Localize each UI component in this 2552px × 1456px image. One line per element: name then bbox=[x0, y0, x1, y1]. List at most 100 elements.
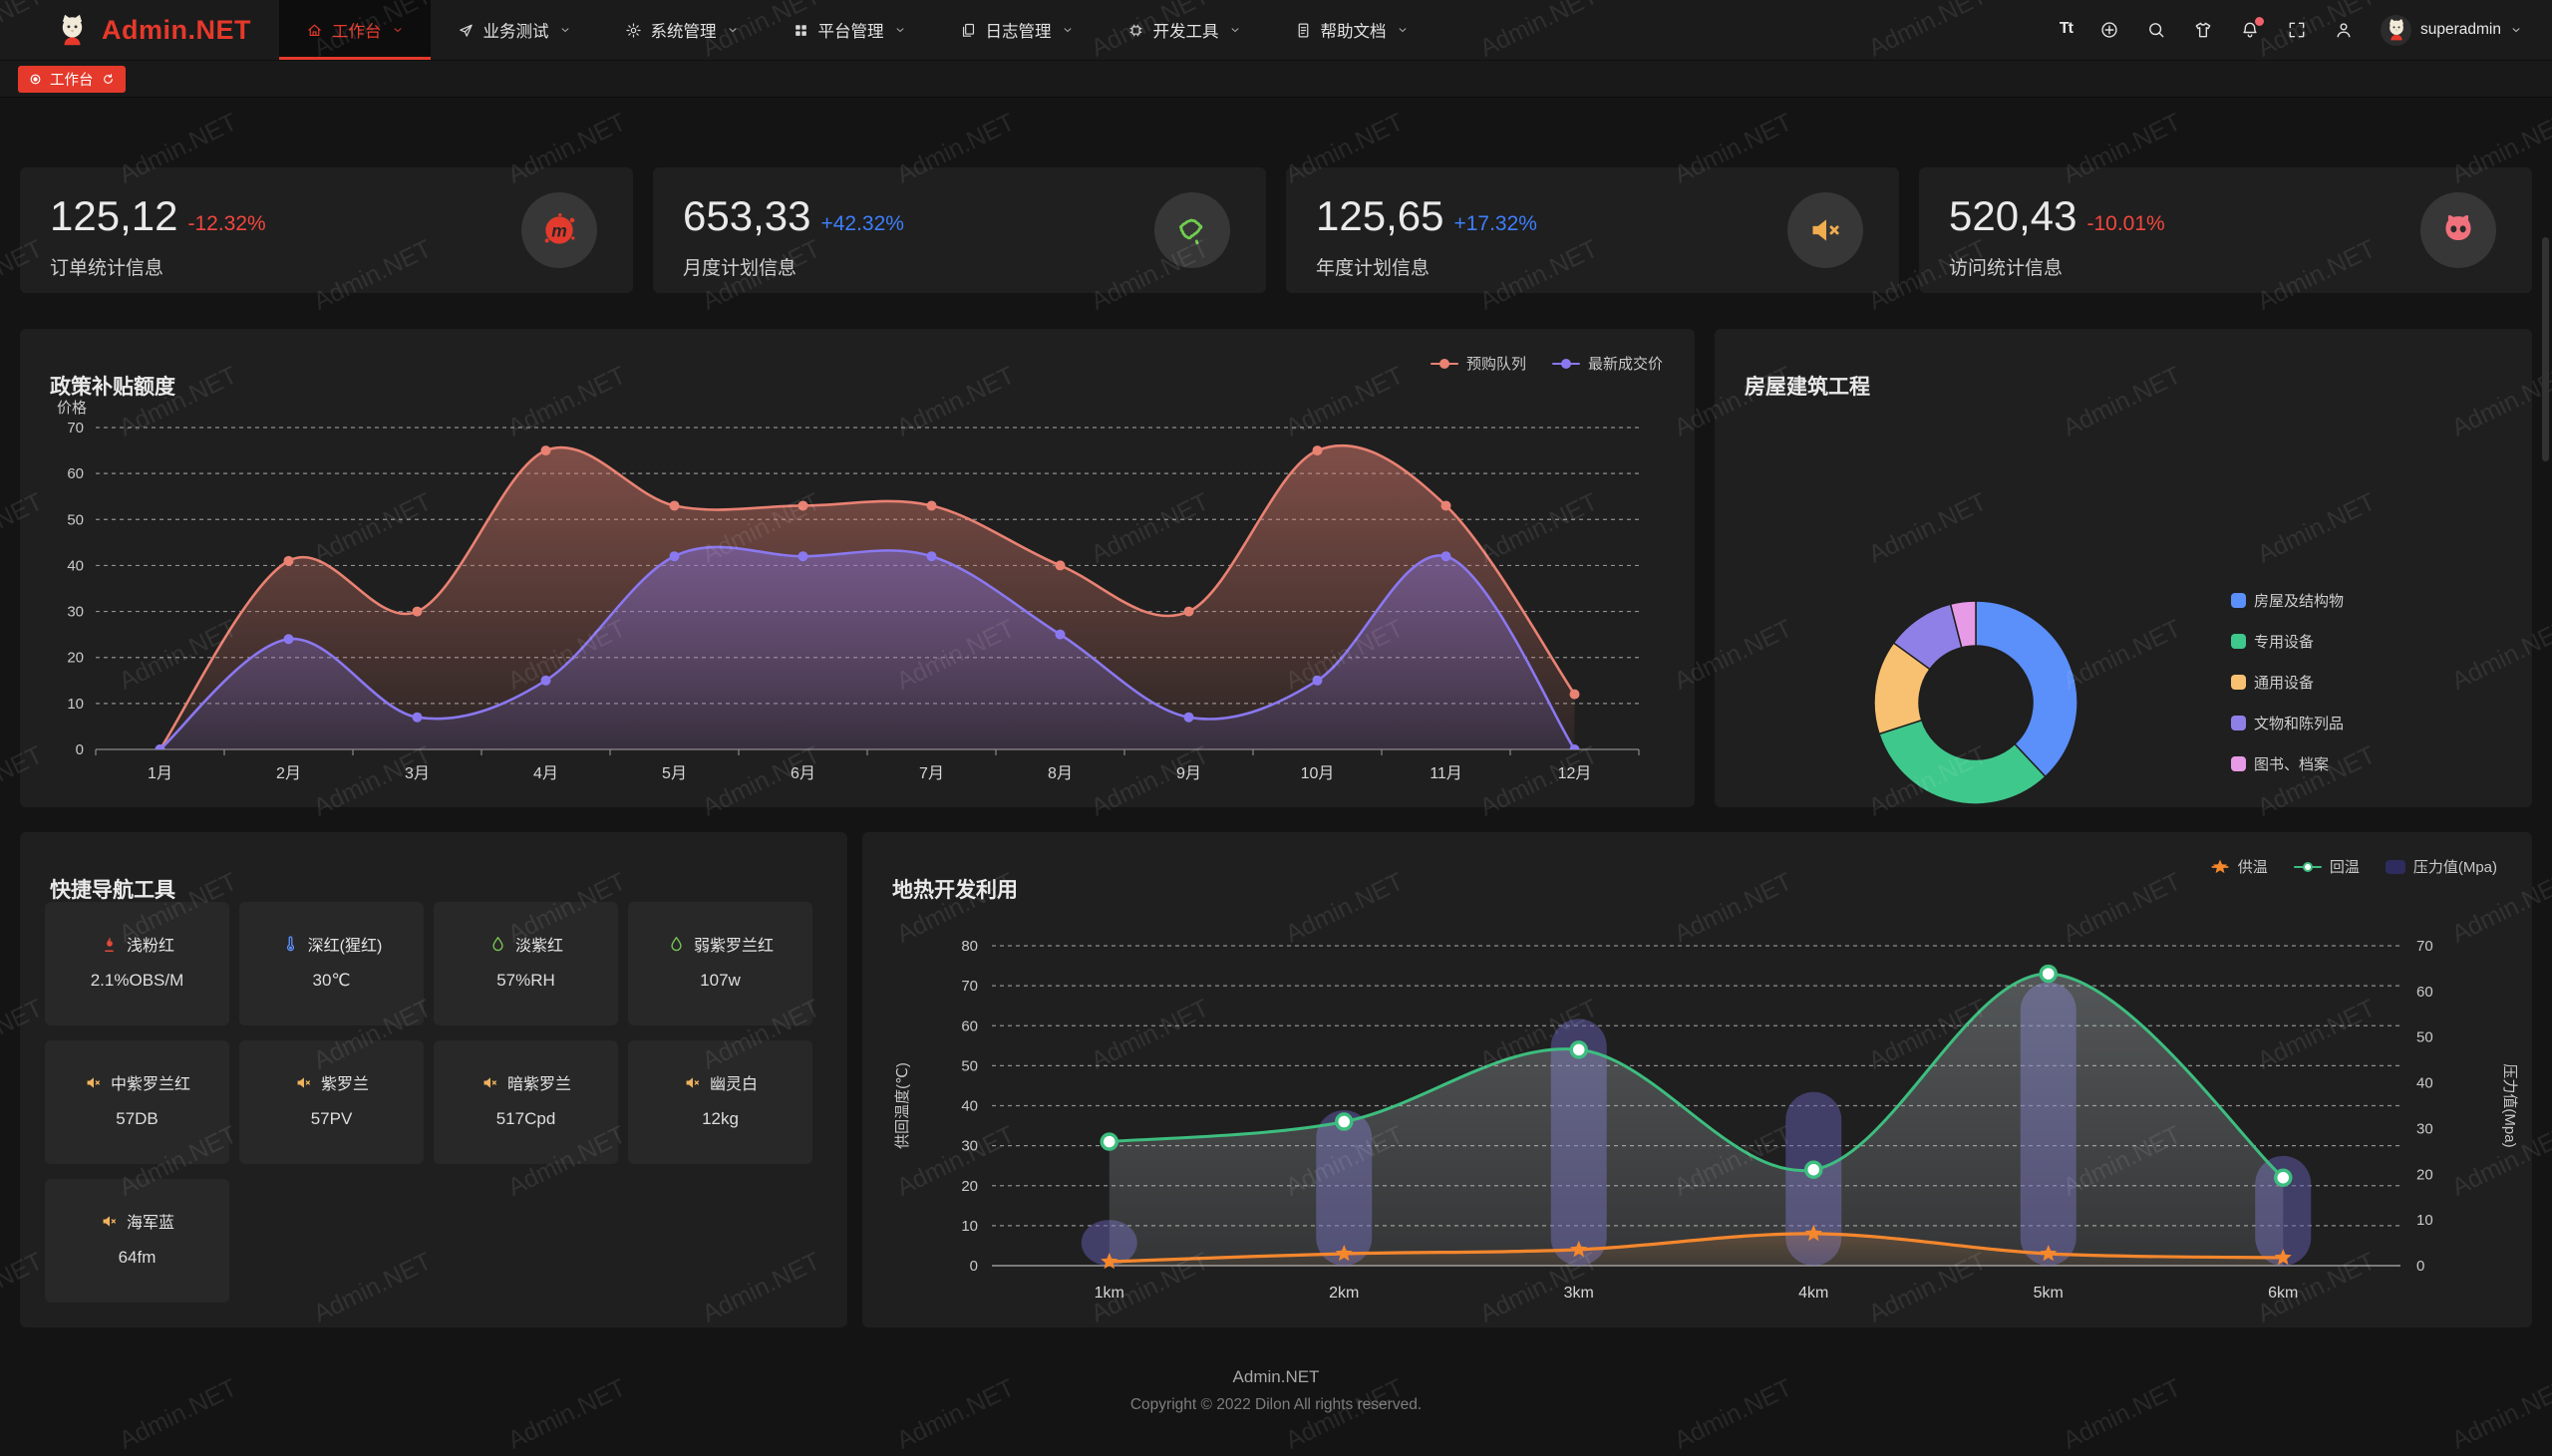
svg-text:4月: 4月 bbox=[533, 765, 558, 782]
quick-nav-value: 30℃ bbox=[312, 971, 351, 990]
svg-text:0: 0 bbox=[970, 1258, 978, 1275]
stat-card: 125,12 -12.32% 订单统计信息 m bbox=[20, 167, 633, 293]
grid-icon bbox=[793, 22, 809, 39]
legend-item[interactable]: 预购队列 bbox=[1430, 353, 1526, 374]
legend-item[interactable]: 压力值(Mpa) bbox=[2385, 856, 2497, 877]
chevron-down-icon bbox=[2510, 24, 2522, 36]
footer-brand: Admin.NET bbox=[1232, 1367, 1320, 1386]
quick-nav-tile-header: 淡紫红 bbox=[434, 932, 618, 956]
legend-item[interactable]: 房屋及结构物 bbox=[2231, 590, 2344, 611]
stat-icon-circle bbox=[1154, 192, 1230, 268]
brand[interactable]: Admin.NET bbox=[0, 0, 279, 60]
user-menu[interactable]: superadmin bbox=[2381, 14, 2522, 46]
globe-icon[interactable] bbox=[2099, 20, 2119, 40]
doc-icon bbox=[1295, 22, 1312, 39]
legend-item[interactable]: 通用设备 bbox=[2231, 672, 2344, 693]
quick-nav-label: 浅粉红 bbox=[126, 938, 174, 955]
quick-nav-tile[interactable]: 幽灵白 12kg bbox=[628, 1040, 812, 1164]
speaker-icon bbox=[1805, 210, 1845, 250]
bell-icon[interactable] bbox=[2240, 17, 2264, 40]
menu-item-label: 工作台 bbox=[332, 23, 382, 41]
legend-label: 专用设备 bbox=[2254, 634, 2315, 651]
building-donut-chart bbox=[1715, 329, 2532, 807]
tab-workbench[interactable]: 工作台 bbox=[18, 66, 126, 93]
svg-text:12月: 12月 bbox=[1558, 765, 1592, 782]
legend-item[interactable]: 供温 bbox=[2210, 856, 2268, 877]
drop-icon bbox=[667, 935, 686, 954]
speaker-icon bbox=[100, 1212, 119, 1231]
profile-icon[interactable] bbox=[2334, 20, 2354, 40]
meetup-icon: m bbox=[539, 210, 579, 250]
fullscreen-icon[interactable] bbox=[2287, 20, 2307, 40]
menu-item-log[interactable]: 日志管理 bbox=[933, 0, 1101, 60]
quick-nav-tile-header: 弱紫罗兰红 bbox=[628, 932, 812, 956]
quick-nav-tile[interactable]: 海军蓝 64fm bbox=[45, 1179, 229, 1303]
quick-nav-tile[interactable]: 弱紫罗兰红 107w bbox=[628, 902, 812, 1025]
svg-text:11月: 11月 bbox=[1430, 765, 1462, 782]
card-title: 快捷导航工具 bbox=[50, 879, 175, 902]
navbar-actions: Tt superadmin bbox=[2060, 0, 2552, 60]
main-menu: 工作台 业务测试 系统管理 平台管理 日志管理 开发工具 帮助文档 bbox=[279, 0, 1436, 60]
quick-nav-tile[interactable]: 深红(猩红) 30℃ bbox=[239, 902, 424, 1025]
menu-item-send[interactable]: 业务测试 bbox=[431, 0, 598, 60]
svg-text:70: 70 bbox=[2416, 938, 2433, 955]
svg-text:30: 30 bbox=[2416, 1120, 2433, 1137]
theme-icon[interactable] bbox=[2193, 20, 2213, 40]
stat-label: 年度计划信息 bbox=[1316, 258, 1431, 279]
font-size-icon[interactable]: Tt bbox=[2059, 20, 2074, 37]
quick-nav-tile[interactable]: 淡紫红 57%RH bbox=[434, 902, 618, 1025]
legend-item[interactable]: 最新成交价 bbox=[1551, 353, 1663, 374]
quick-nav-tile[interactable]: 中紫罗兰红 57DB bbox=[45, 1040, 229, 1164]
svg-text:30: 30 bbox=[67, 604, 84, 621]
quick-nav-tile[interactable]: 暗紫罗兰 517Cpd bbox=[434, 1040, 618, 1164]
china-map-icon bbox=[1172, 210, 1212, 250]
stat-cards-row: 125,12 -12.32% 订单统计信息 m 653,33 +42.32% 月度计划信息 1… bbox=[20, 167, 2532, 293]
line-dot-marker-icon bbox=[2293, 861, 2322, 872]
quick-nav-label: 紫罗兰 bbox=[320, 1076, 369, 1093]
svg-text:30: 30 bbox=[961, 1138, 978, 1155]
svg-text:50: 50 bbox=[961, 1057, 978, 1074]
quick-nav-value: 64fm bbox=[118, 1248, 157, 1267]
menu-item-grid[interactable]: 平台管理 bbox=[766, 0, 933, 60]
bar-marker-icon bbox=[2385, 859, 2405, 874]
svg-text:10: 10 bbox=[2416, 1212, 2433, 1229]
scrollbar-thumb[interactable] bbox=[2542, 237, 2549, 461]
refresh-icon[interactable] bbox=[102, 73, 115, 86]
svg-text:2月: 2月 bbox=[276, 765, 301, 782]
swatch-marker-icon bbox=[2231, 716, 2246, 730]
stat-card: 653,33 +42.32% 月度计划信息 bbox=[653, 167, 1266, 293]
notification-badge bbox=[2255, 17, 2264, 26]
line-dot-marker-icon bbox=[1551, 358, 1580, 369]
quick-nav-tile[interactable]: 浅粉红 2.1%OBS/M bbox=[45, 902, 229, 1025]
stat-delta: -12.32% bbox=[187, 212, 266, 235]
svg-text:50: 50 bbox=[2416, 1029, 2433, 1046]
swatch-marker-icon bbox=[2231, 634, 2246, 649]
quick-nav-value: 12kg bbox=[702, 1109, 739, 1128]
chart-title: 房屋建筑工程 bbox=[1745, 376, 1870, 399]
svg-text:40: 40 bbox=[67, 557, 84, 574]
menu-item-home[interactable]: 工作台 bbox=[279, 0, 431, 60]
search-icon[interactable] bbox=[2146, 20, 2166, 40]
menu-item-label: 日志管理 bbox=[985, 23, 1052, 41]
menu-item-gear[interactable]: 系统管理 bbox=[598, 0, 766, 60]
svg-text:价格: 价格 bbox=[57, 400, 87, 417]
stat-icon-circle bbox=[1787, 192, 1863, 268]
stat-delta: +17.32% bbox=[1453, 212, 1537, 235]
legend-item[interactable]: 专用设备 bbox=[2231, 631, 2344, 652]
svg-text:40: 40 bbox=[2416, 1075, 2433, 1092]
username: superadmin bbox=[2420, 21, 2501, 38]
chevron-down-icon bbox=[1229, 24, 1241, 36]
menu-item-doc[interactable]: 帮助文档 bbox=[1268, 0, 1436, 60]
quick-nav-tile[interactable]: 紫罗兰 57PV bbox=[239, 1040, 424, 1164]
svg-text:40: 40 bbox=[961, 1098, 978, 1115]
menu-item-chip[interactable]: 开发工具 bbox=[1101, 0, 1268, 60]
quick-nav-label: 深红(猩红) bbox=[307, 938, 383, 955]
legend-item[interactable]: 图书、档案 bbox=[2231, 753, 2344, 774]
subsidy-chart-card: 政策补贴额度 预购队列 最新成交价 价格 0 10 20 30 40 50 60 70 1月 2月 3月… bbox=[20, 329, 1695, 807]
swatch-marker-icon bbox=[2231, 756, 2246, 771]
legend-item[interactable]: 文物和陈列品 bbox=[2231, 713, 2344, 733]
subsidy-line-chart: 价格 0 10 20 30 40 50 60 70 1月 2月 3月 4月 5月 6月 7月 8月 9月 10月 11… bbox=[20, 329, 1695, 807]
svg-text:60: 60 bbox=[961, 1018, 978, 1034]
legend-item[interactable]: 回温 bbox=[2293, 856, 2360, 877]
log-icon bbox=[960, 22, 977, 39]
